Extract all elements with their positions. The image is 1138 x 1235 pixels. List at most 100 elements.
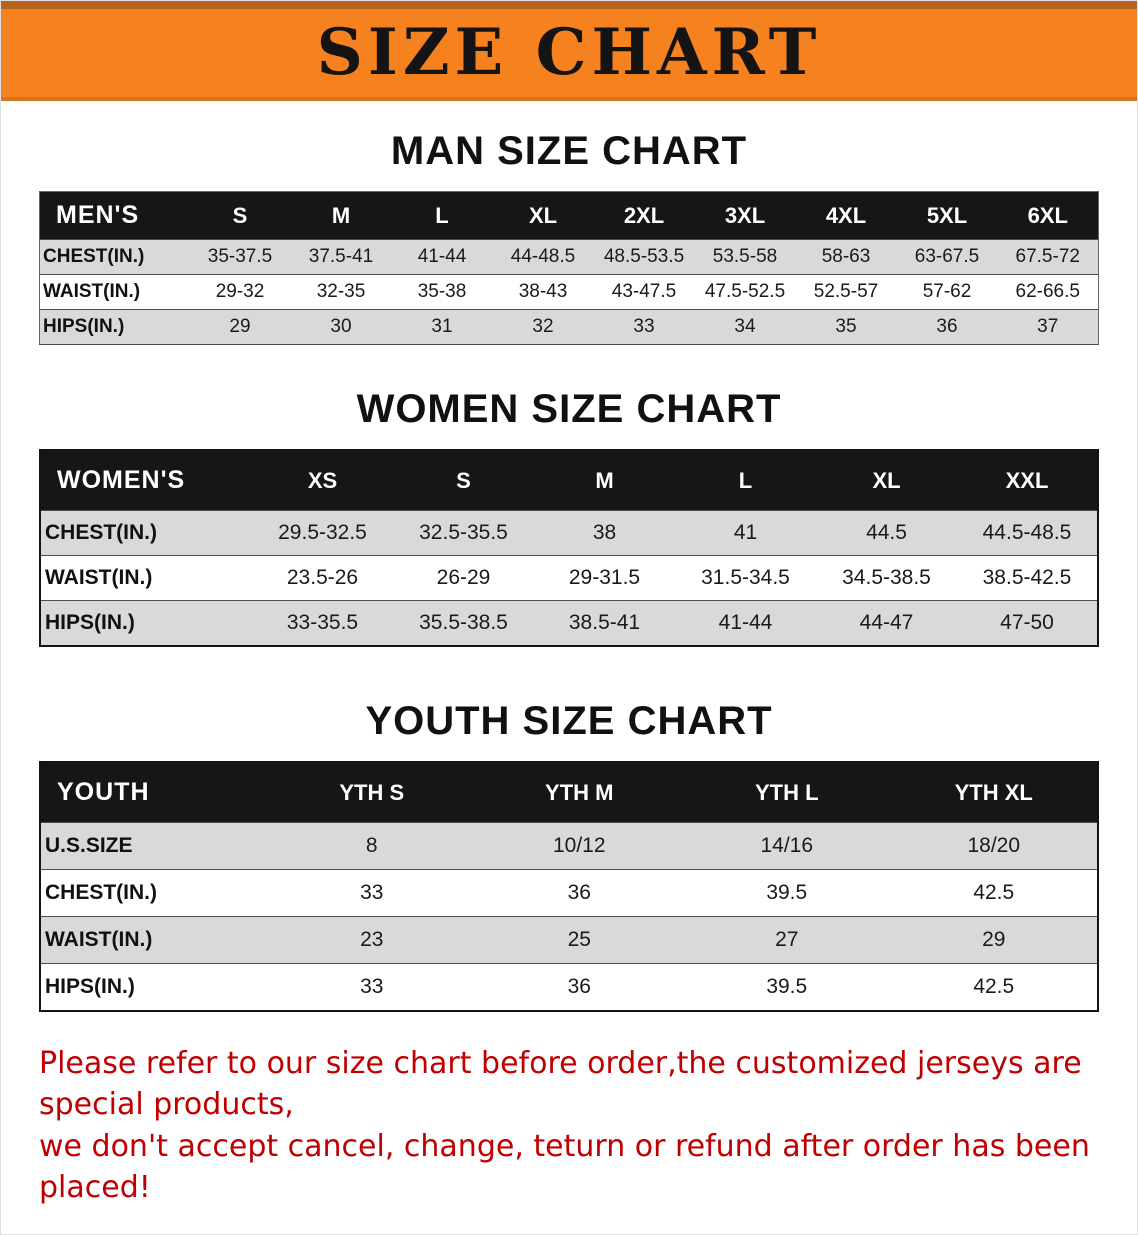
size-value: 29.5-32.5 <box>252 510 393 556</box>
size-value: 42.5 <box>890 869 1098 917</box>
size-value: 37 <box>997 309 1099 345</box>
size-value: 35 <box>795 309 897 345</box>
table-row: WAIST(IN.) 23.5-26 26-29 29-31.5 31.5-34.5 34… <box>40 555 1098 601</box>
size-value: 62-66.5 <box>997 274 1099 310</box>
men-size-table: MEN'S S M L XL 2XL 3XL 4XL 5XL 6XL CHEST(IN.) 35-37… <box>39 191 1099 345</box>
size-value: 39.5 <box>683 963 891 1012</box>
size-column-header: M <box>290 191 392 240</box>
size-column-header: 6XL <box>997 191 1099 240</box>
size-value: 36 <box>475 869 683 917</box>
size-value: 29-32 <box>189 274 291 310</box>
size-value: 38 <box>534 510 675 556</box>
size-column-header: YTH M <box>475 762 683 823</box>
table-row: HIPS(IN.) 33 36 39.5 42.5 <box>40 963 1098 1012</box>
size-value: 43-47.5 <box>593 274 695 310</box>
size-value: 44-48.5 <box>492 239 594 275</box>
table-header-row: WOMEN'S XS S M L XL XXL <box>40 450 1098 511</box>
youth-size-section: YOUTH SIZE CHART YOUTH YTH S YTH M YTH L YTH… <box>1 647 1137 1012</box>
table-row: CHEST(IN.) 35-37.5 37.5-41 41-44 44-48.5 48.5… <box>39 239 1099 275</box>
size-column-header: 3XL <box>694 191 796 240</box>
men-size-section: MAN SIZE CHART MEN'S S M L XL 2XL 3XL 4XL 5XL 6XL… <box>1 101 1137 345</box>
size-value: 38-43 <box>492 274 594 310</box>
row-label: HIPS(IN.) <box>40 600 252 647</box>
size-column-header: XL <box>816 450 957 511</box>
size-value: 48.5-53.5 <box>593 239 695 275</box>
size-value: 26-29 <box>393 555 534 601</box>
table-row: CHEST(IN.) 29.5-32.5 32.5-35.5 38 41 44.5 44.5… <box>40 510 1098 556</box>
youth-section-heading: YOUTH SIZE CHART <box>365 699 773 743</box>
size-value: 33-35.5 <box>252 600 393 647</box>
size-value: 34.5-38.5 <box>816 555 957 601</box>
page-title: SIZE CHART <box>316 15 822 90</box>
table-header-row: MEN'S S M L XL 2XL 3XL 4XL 5XL 6XL <box>39 191 1099 240</box>
size-value: 53.5-58 <box>694 239 796 275</box>
size-value: 23 <box>268 916 476 964</box>
size-value: 36 <box>896 309 998 345</box>
table-row: CHEST(IN.) 33 36 39.5 42.5 <box>40 869 1098 917</box>
size-column-header: XS <box>252 450 393 511</box>
size-value: 41-44 <box>391 239 493 275</box>
size-column-header: L <box>675 450 816 511</box>
table-row: WAIST(IN.) 23 25 27 29 <box>40 916 1098 964</box>
table-header-row: YOUTH YTH S YTH M YTH L YTH XL <box>40 762 1098 823</box>
size-value: 29 <box>189 309 291 345</box>
size-value: 32 <box>492 309 594 345</box>
size-value: 31.5-34.5 <box>675 555 816 601</box>
women-size-section: WOMEN SIZE CHART WOMEN'S XS S M L XL XXL CHEST(… <box>1 345 1137 647</box>
size-column-header: 2XL <box>593 191 695 240</box>
youth-size-table: YOUTH YTH S YTH M YTH L YTH XL U.S.SIZE 8 10/12… <box>39 761 1099 1012</box>
banner: SIZE CHART <box>1 1 1137 101</box>
men-section-heading: MAN SIZE CHART <box>390 129 748 173</box>
size-value: 35.5-38.5 <box>393 600 534 647</box>
size-value: 29-31.5 <box>534 555 675 601</box>
size-value: 14/16 <box>683 822 891 870</box>
size-value: 32.5-35.5 <box>393 510 534 556</box>
row-label: CHEST(IN.) <box>40 869 268 917</box>
size-value: 42.5 <box>890 963 1098 1012</box>
size-column-header: YTH XL <box>890 762 1098 823</box>
row-label: HIPS(IN.) <box>39 309 190 345</box>
size-value: 25 <box>475 916 683 964</box>
size-value: 52.5-57 <box>795 274 897 310</box>
size-value: 38.5-41 <box>534 600 675 647</box>
table-row: HIPS(IN.) 33-35.5 35.5-38.5 38.5-41 41-44 44-… <box>40 600 1098 647</box>
size-value: 39.5 <box>683 869 891 917</box>
table-row: HIPS(IN.) 29 30 31 32 33 34 35 36 37 <box>39 309 1099 345</box>
size-column-header: L <box>391 191 493 240</box>
size-column-header: 4XL <box>795 191 897 240</box>
table-corner-label: MEN'S <box>39 191 190 240</box>
size-value: 44.5 <box>816 510 957 556</box>
size-value: 41 <box>675 510 816 556</box>
row-label: WAIST(IN.) <box>39 274 190 310</box>
row-label: CHEST(IN.) <box>39 239 190 275</box>
size-value: 35-37.5 <box>189 239 291 275</box>
size-value: 37.5-41 <box>290 239 392 275</box>
disclaimer-line-2: we don't accept cancel, change, teturn o… <box>39 1129 1090 1205</box>
row-label: CHEST(IN.) <box>40 510 252 556</box>
size-value: 63-67.5 <box>896 239 998 275</box>
size-column-header: XL <box>492 191 594 240</box>
size-value: 67.5-72 <box>997 239 1099 275</box>
disclaimer: Please refer to our size chart before or… <box>1 1044 1137 1234</box>
size-value: 32-35 <box>290 274 392 310</box>
size-value: 38.5-42.5 <box>957 555 1098 601</box>
size-value: 34 <box>694 309 796 345</box>
women-section-heading: WOMEN SIZE CHART <box>356 387 782 431</box>
size-column-header: XXL <box>957 450 1098 511</box>
table-corner-label: YOUTH <box>40 762 268 823</box>
table-corner-label: WOMEN'S <box>40 450 252 511</box>
size-value: 8 <box>268 822 476 870</box>
women-size-table: WOMEN'S XS S M L XL XXL CHEST(IN.) 29.5-32.5 32.5… <box>39 449 1099 647</box>
size-value: 47.5-52.5 <box>694 274 796 310</box>
size-value: 31 <box>391 309 493 345</box>
row-label: HIPS(IN.) <box>40 963 268 1012</box>
size-value: 29 <box>890 916 1098 964</box>
size-value: 57-62 <box>896 274 998 310</box>
size-value: 33 <box>268 963 476 1012</box>
size-value: 35-38 <box>391 274 493 310</box>
size-column-header: 5XL <box>896 191 998 240</box>
size-value: 30 <box>290 309 392 345</box>
size-value: 27 <box>683 916 891 964</box>
row-label: WAIST(IN.) <box>40 916 268 964</box>
